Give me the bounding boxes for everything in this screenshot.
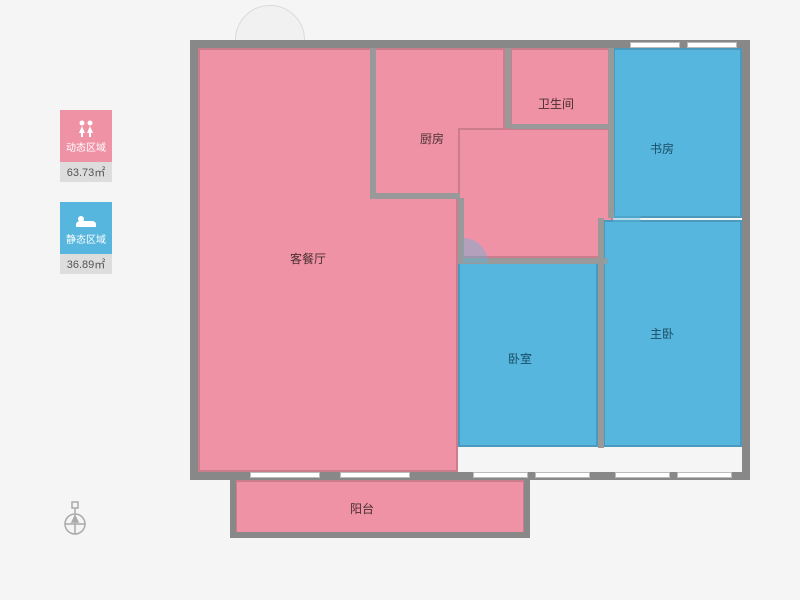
legend-value-static: 36.89㎡: [60, 254, 112, 274]
wall-0: [370, 48, 376, 198]
wall-4: [598, 218, 604, 448]
room-label-bathroom: 卫生间: [538, 95, 574, 112]
people-icon: [74, 119, 98, 137]
window-7: [687, 42, 737, 48]
room-label-study: 书房: [650, 140, 674, 157]
legend-label-static: 静态区域: [66, 231, 106, 246]
legend-icon-static: 静态区域: [60, 202, 112, 254]
room-study: [613, 48, 742, 218]
wall-6: [510, 124, 610, 129]
room-label-living: 客餐厅: [290, 250, 326, 267]
legend-item-dynamic: 动态区域 63.73㎡: [60, 110, 120, 182]
room-hallway: [458, 128, 613, 258]
floorplan: 客餐厅厨房卫生间书房卧室主卧阳台: [190, 40, 750, 560]
legend-icon-dynamic: 动态区域: [60, 110, 112, 162]
legend-item-static: 静态区域 36.89㎡: [60, 202, 120, 274]
window-5: [677, 472, 732, 478]
window-4: [615, 472, 670, 478]
compass: [60, 500, 90, 540]
room-label-bedroom1: 卧室: [508, 350, 532, 367]
sleep-icon: [74, 211, 98, 229]
wall-7: [370, 193, 460, 199]
balcony-outline: [230, 478, 530, 538]
window-6: [630, 42, 680, 48]
room-label-masterbed: 主卧: [650, 325, 674, 342]
legend-value-dynamic: 63.73㎡: [60, 162, 112, 182]
compass-icon: [60, 500, 90, 540]
room-bathroom: [510, 48, 610, 128]
window-3: [535, 472, 590, 478]
wall-5: [608, 48, 614, 218]
room-label-kitchen: 厨房: [420, 130, 444, 147]
legend-label-dynamic: 动态区域: [66, 139, 106, 154]
wall-1: [505, 48, 511, 128]
legend: 动态区域 63.73㎡ 静态区域 36.89㎡: [60, 110, 120, 294]
